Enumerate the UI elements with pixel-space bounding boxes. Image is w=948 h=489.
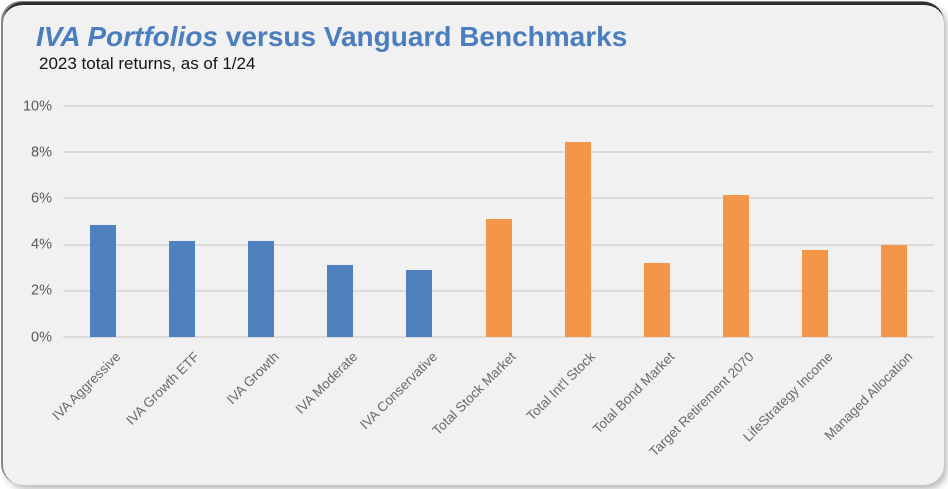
x-axis-label: IVA Aggressive <box>49 349 124 424</box>
bar-slot: Total Int'l Stock <box>524 106 617 424</box>
plot-area: IVA Aggressive IVA Growth ETF IVA Growth IV… <box>49 105 934 459</box>
y-tick-label: 10% <box>22 97 52 114</box>
bar-iva <box>327 265 354 337</box>
bar-slot: IVA Growth ETF <box>124 106 221 428</box>
gridline <box>63 197 934 200</box>
bar-slot: IVA Moderate <box>293 106 380 417</box>
y-tick-label: 6% <box>31 190 52 207</box>
x-axis-label: Total Bond Market <box>589 349 678 437</box>
bar-vanguard <box>802 250 829 337</box>
bar-slot: IVA Aggressive <box>49 106 142 423</box>
y-tick-label: 2% <box>31 282 52 299</box>
y-tick-label: 4% <box>31 236 52 253</box>
gridline <box>63 105 934 107</box>
bar-slot: Managed Allocation <box>821 106 934 443</box>
y-axis-labels: 0% 2% 4% 6% 8% 10% <box>3 99 58 344</box>
y-tick-label: 8% <box>31 143 52 160</box>
plot-wrap: 0% 2% 4% 6% 8% 10% IVA Aggressive IVA Growth E… <box>3 99 944 459</box>
bar-iva <box>247 241 274 337</box>
bar-iva <box>168 241 195 337</box>
bar-slot: Total Bond Market <box>590 106 696 437</box>
chart-title-rest-part: versus Vanguard Benchmarks <box>218 21 628 52</box>
x-axis-label: IVA Conservative <box>356 349 440 433</box>
gridline <box>63 336 934 338</box>
chart-subtitle: 2023 total returns, as of 1/24 <box>39 54 256 74</box>
bar-vanguard <box>564 141 591 337</box>
x-axis-label: IVA Growth ETF <box>123 349 203 428</box>
x-axis-label: IVA Growth <box>223 349 282 408</box>
bar-slot: IVA Growth <box>221 106 300 407</box>
bar-vanguard <box>643 263 670 337</box>
chart-card: IVA Portfolios versus Vanguard Benchmark… <box>3 2 944 485</box>
bar-vanguard <box>881 244 908 337</box>
bar-iva <box>89 224 116 337</box>
bars-layer: IVA Aggressive IVA Growth ETF IVA Growth IV… <box>49 106 934 459</box>
bar-slot: Target Retirement 2070 <box>646 106 776 459</box>
bar-slot: IVA Conservative <box>357 106 459 432</box>
x-axis-label: IVA Moderate <box>293 349 361 417</box>
bar-iva <box>406 270 433 337</box>
bar-vanguard <box>723 194 750 337</box>
chart-title: IVA Portfolios versus Vanguard Benchmark… <box>36 21 627 53</box>
chart-header: IVA Portfolios versus Vanguard Benchmark… <box>36 21 627 74</box>
bar-vanguard <box>485 219 512 337</box>
x-axis-label: Total Int'l Stock <box>523 349 599 424</box>
x-axis-label: LifeStrategy Income <box>740 349 836 445</box>
y-tick-label: 0% <box>31 328 52 345</box>
bar-slot: LifeStrategy Income <box>740 106 855 445</box>
bar-slot: Total Stock Market <box>430 106 538 438</box>
chart-title-italic-part: IVA Portfolios <box>36 21 218 52</box>
x-axis-label: Managed Allocation <box>821 349 916 443</box>
gridline <box>63 151 934 154</box>
x-axis-label: Total Stock Market <box>430 349 520 439</box>
